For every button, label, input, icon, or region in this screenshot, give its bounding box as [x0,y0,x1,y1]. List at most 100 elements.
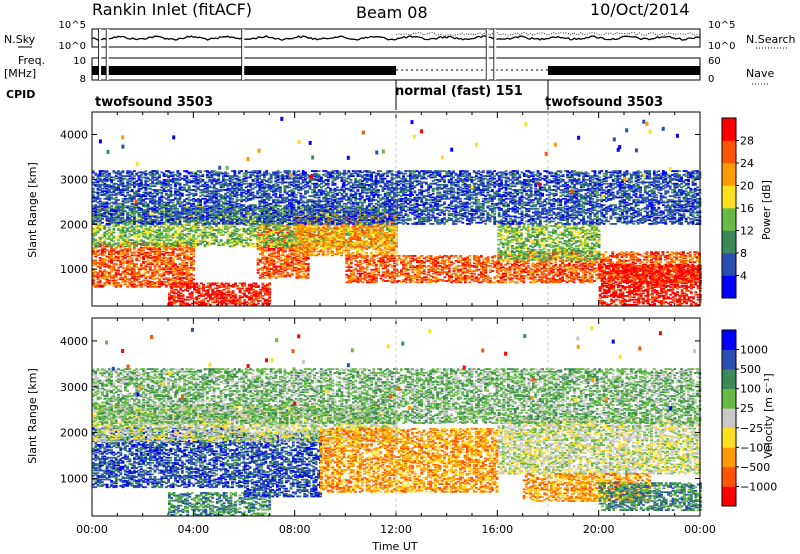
power-cell [167,267,170,269]
power-cell [130,275,134,278]
power-cell [101,234,104,236]
power-cell [196,226,200,229]
power-cell [176,242,180,245]
power-cell [167,254,170,257]
power-cell [196,214,200,216]
power-cell [274,256,278,259]
power-cell [231,215,234,218]
power-cell [193,283,196,286]
power-cell [94,251,98,254]
power-cell [249,235,253,238]
power-cell [153,230,157,233]
power-cell [126,255,129,258]
power-cell [119,231,123,234]
power-cell [101,248,104,250]
power-cell [196,239,200,241]
power-cell [151,224,155,226]
power-cell [92,274,95,277]
power-cells [92,116,702,306]
power-cell [188,298,192,301]
power-cell [169,272,173,274]
power-cell [226,222,230,225]
power-cell [233,207,237,210]
power-cell [174,255,177,258]
power-cell [174,280,177,283]
power-cell [256,259,260,262]
power-cell [171,225,175,228]
power-cell [227,291,231,294]
power-cell [252,285,256,287]
power-cell [286,268,290,270]
power-cell [110,222,113,225]
power-cell [103,270,107,273]
power-cell [183,244,186,246]
power-cell [108,216,111,219]
power-cell [240,207,243,210]
power-cell [153,243,157,245]
power-cell [263,263,267,265]
power-cell [199,230,202,233]
power-cell [247,290,251,292]
power-cell [117,214,120,216]
power-cell [235,206,239,209]
power-cell [306,265,310,268]
power-cell [256,286,260,288]
power-cell [192,241,196,244]
power-cell [126,280,129,283]
power-cell [245,287,249,290]
power-cell [295,266,299,269]
power-cell [228,231,232,234]
power-cell [178,267,182,269]
power-cell [192,240,196,243]
power-cell [101,227,104,230]
power-cell [211,293,215,296]
power-cell [227,290,231,292]
power-cell [146,248,150,250]
power-cell [139,216,143,219]
power-cell [180,235,184,238]
power-cell [167,262,170,264]
power-cell [215,207,218,210]
power-cell [252,302,256,305]
power-cell [256,245,260,248]
power-cell [192,260,196,263]
power-cell [135,278,139,281]
nsky-label: N.Sky [4,33,36,46]
power-cell [170,296,174,299]
power-cell [137,254,141,257]
power-cell [171,250,175,253]
power-cell [158,241,161,244]
power-cell [121,231,125,234]
power-cell [137,275,141,278]
power-cell [185,243,189,245]
power-cell [206,292,210,295]
power-cell [123,240,127,243]
power-cell [203,232,207,235]
power-cell [178,258,182,260]
power-cell [92,235,95,238]
power-cell [98,258,102,260]
power-cell [155,235,159,238]
power-cell [195,290,199,292]
power-cell [153,255,157,258]
power-cell [241,283,244,286]
power-cell [293,256,296,259]
power-cell [293,248,296,250]
power-cell [117,259,120,262]
power-cell [227,283,231,286]
power-cell [256,264,260,267]
power-cell [224,231,227,234]
power-cell [98,207,102,210]
power-cell [225,286,228,288]
power-cell [162,212,166,215]
power-cell [218,285,221,287]
power-cell [149,262,152,264]
power-cell [272,266,276,269]
power-cell [167,279,170,282]
power-cell [171,264,175,267]
power-cell [170,291,174,294]
power-cell [176,275,180,278]
power-cell [279,270,283,273]
power-cell [293,227,296,230]
power-cell [117,229,120,231]
